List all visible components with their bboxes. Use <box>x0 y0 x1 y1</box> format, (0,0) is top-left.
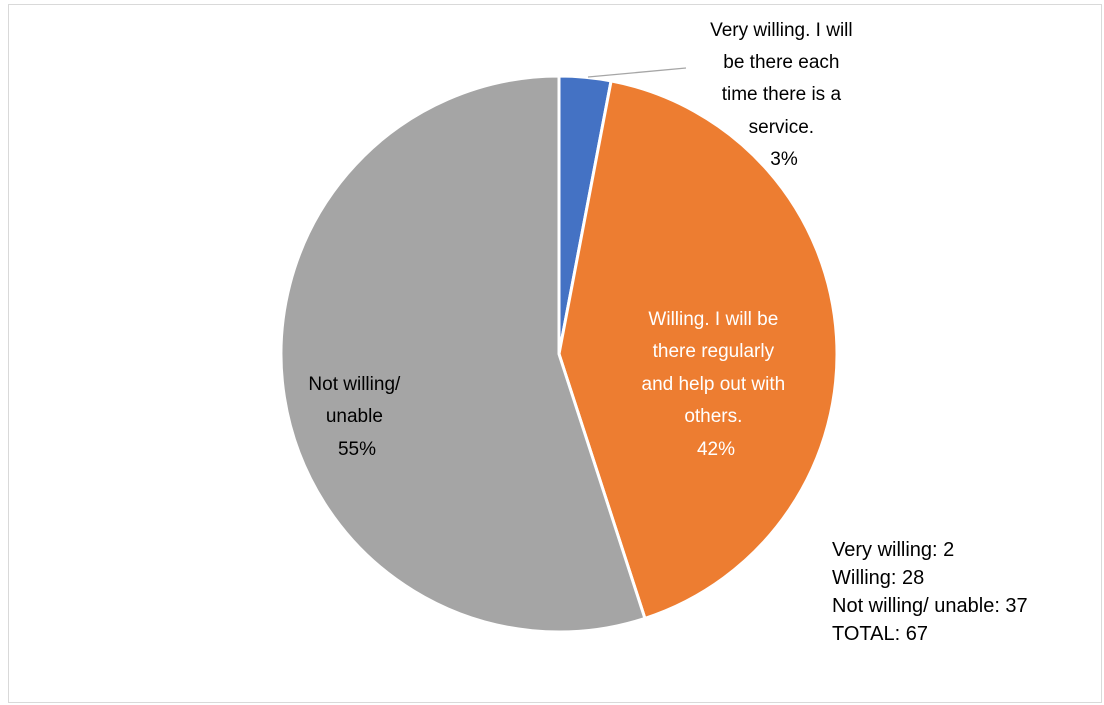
count-willing: Willing: 28 <box>832 567 925 589</box>
pie-slices <box>279 74 839 634</box>
response-counts-annotation: Very willing: 2 Willing: 28 Not willing/… <box>832 536 1102 648</box>
count-total: TOTAL: 67 <box>832 623 928 645</box>
slice-label-willing: Willing. I will be there regularly and h… <box>642 309 791 460</box>
count-very-willing: Very willing: 2 <box>832 539 955 561</box>
slice-label-not-willing: Not willing/ unable 55% <box>308 374 405 460</box>
count-not-willing: Not willing/ unable: 37 <box>832 595 1028 617</box>
slice-label-very-willing: Very willing. I will be there each time … <box>710 20 858 170</box>
leader-line <box>587 67 687 78</box>
pie-slice-not-willing <box>279 74 647 634</box>
pie-slice-willing <box>557 79 839 620</box>
